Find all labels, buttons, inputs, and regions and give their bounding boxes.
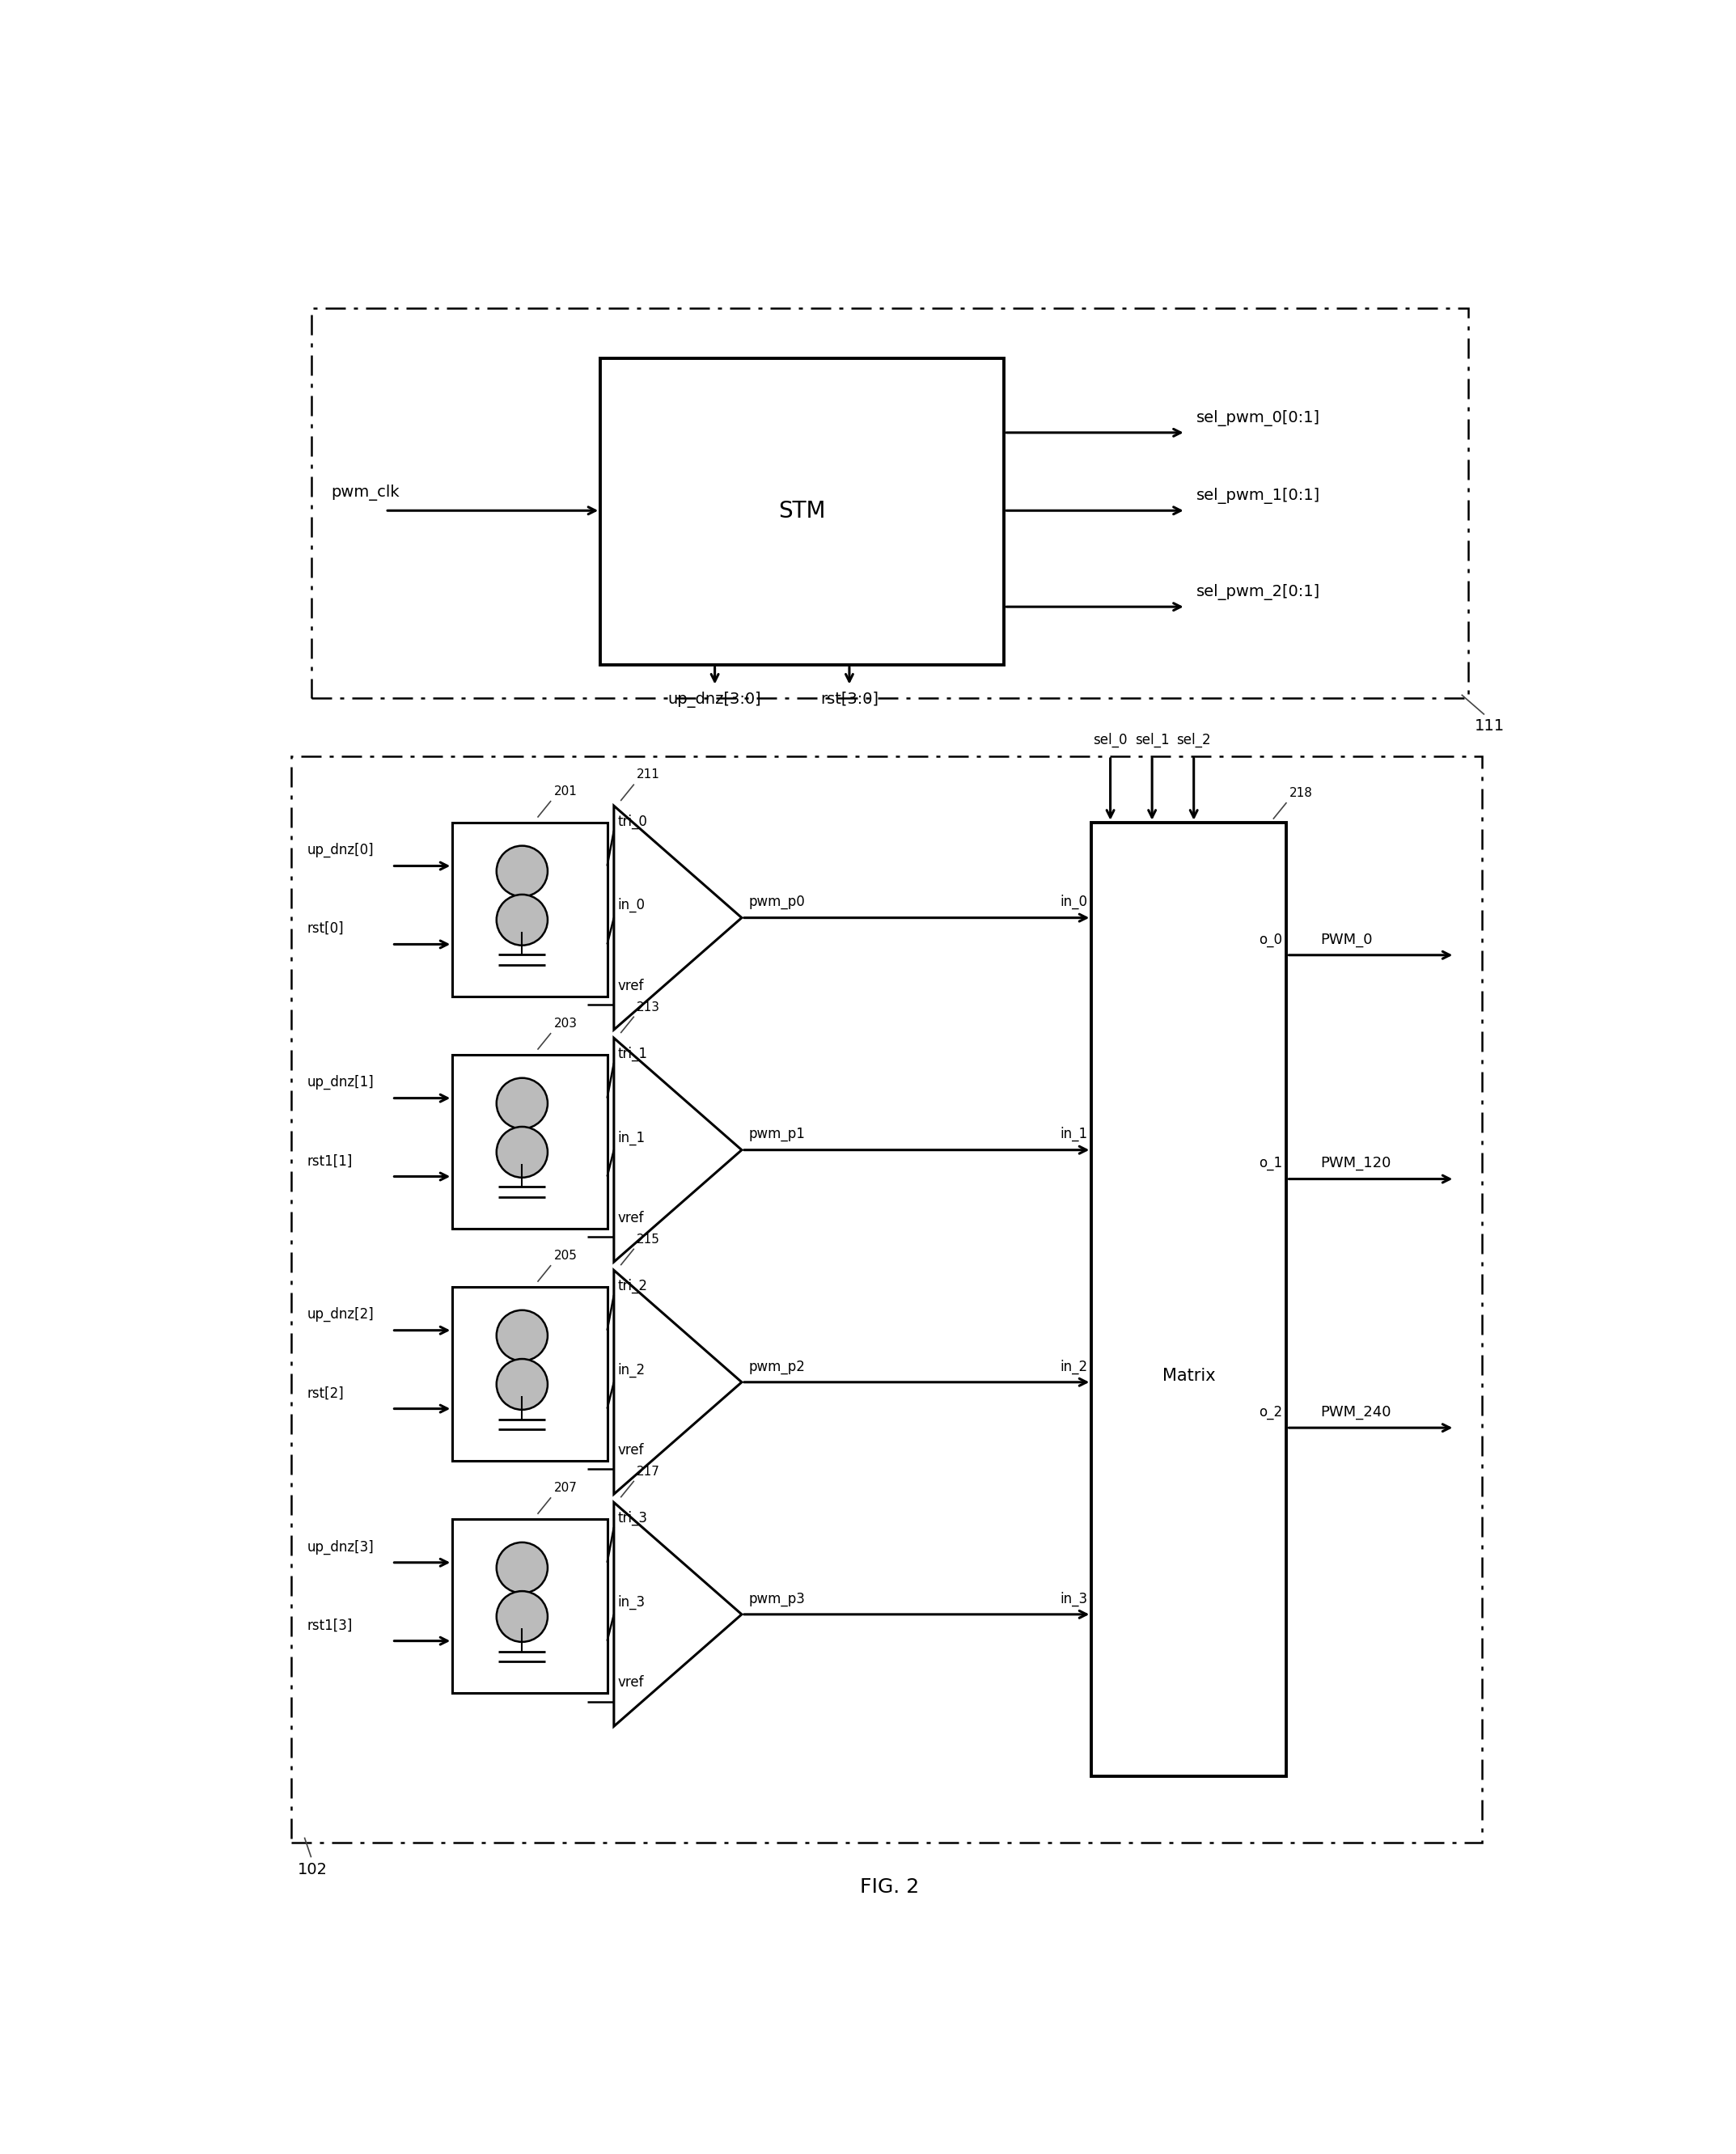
Bar bbox=[453, 823, 608, 997]
Text: pwm_p3: pwm_p3 bbox=[748, 1592, 806, 1607]
Text: up_dnz[2]: up_dnz[2] bbox=[307, 1307, 373, 1323]
Text: sel_2: sel_2 bbox=[1177, 732, 1212, 747]
Text: rst1[1]: rst1[1] bbox=[307, 1155, 352, 1167]
Text: sel_1: sel_1 bbox=[1135, 732, 1170, 747]
Text: 211: 211 bbox=[637, 769, 660, 782]
Ellipse shape bbox=[496, 1127, 547, 1178]
Bar bbox=[453, 1519, 608, 1693]
Bar bbox=[292, 756, 1483, 1842]
Ellipse shape bbox=[496, 847, 547, 896]
Text: o_2: o_2 bbox=[1259, 1404, 1283, 1419]
Text: o_1: o_1 bbox=[1259, 1157, 1283, 1170]
Text: PWM_120: PWM_120 bbox=[1321, 1157, 1391, 1170]
Bar bbox=[453, 1055, 608, 1228]
Text: rst1[3]: rst1[3] bbox=[307, 1618, 352, 1633]
Text: in_2: in_2 bbox=[618, 1363, 646, 1376]
Bar bbox=[601, 358, 1003, 666]
Bar bbox=[453, 1286, 608, 1460]
Text: up_dnz[3:0]: up_dnz[3:0] bbox=[668, 691, 762, 707]
Ellipse shape bbox=[496, 894, 547, 946]
Text: up_dnz[0]: up_dnz[0] bbox=[307, 842, 373, 857]
Text: in_1: in_1 bbox=[618, 1131, 646, 1146]
Text: Matrix: Matrix bbox=[1163, 1368, 1215, 1383]
Text: 215: 215 bbox=[637, 1234, 660, 1245]
Text: sel_pwm_2[0:1]: sel_pwm_2[0:1] bbox=[1196, 584, 1321, 601]
Ellipse shape bbox=[496, 1592, 547, 1641]
Ellipse shape bbox=[496, 1310, 547, 1361]
Text: vref: vref bbox=[618, 1443, 644, 1458]
Text: vref: vref bbox=[618, 1211, 644, 1226]
Bar bbox=[311, 308, 1469, 698]
Polygon shape bbox=[615, 806, 741, 1030]
Text: FIG. 2: FIG. 2 bbox=[859, 1878, 920, 1898]
Text: in_0: in_0 bbox=[618, 898, 646, 913]
Text: tri_1: tri_1 bbox=[618, 1047, 648, 1062]
Text: in_2: in_2 bbox=[1061, 1359, 1087, 1374]
Text: pwm_p2: pwm_p2 bbox=[748, 1359, 806, 1374]
Text: PWM_0: PWM_0 bbox=[1321, 933, 1373, 948]
Text: 213: 213 bbox=[637, 1002, 660, 1012]
Text: in_3: in_3 bbox=[1061, 1592, 1087, 1607]
Bar bbox=[1092, 823, 1286, 1777]
Text: sel_pwm_1[0:1]: sel_pwm_1[0:1] bbox=[1196, 487, 1321, 504]
Polygon shape bbox=[615, 1038, 741, 1262]
Text: 102: 102 bbox=[299, 1863, 328, 1878]
Text: tri_0: tri_0 bbox=[618, 814, 648, 829]
Text: 218: 218 bbox=[1290, 786, 1312, 799]
Text: vref: vref bbox=[618, 1676, 644, 1691]
Ellipse shape bbox=[496, 1359, 547, 1409]
Text: pwm_p0: pwm_p0 bbox=[748, 894, 806, 909]
Text: o_0: o_0 bbox=[1259, 933, 1283, 948]
Text: up_dnz[1]: up_dnz[1] bbox=[307, 1075, 373, 1090]
Text: tri_2: tri_2 bbox=[618, 1279, 648, 1292]
Text: sel_0: sel_0 bbox=[1094, 732, 1128, 747]
Text: up_dnz[3]: up_dnz[3] bbox=[307, 1540, 373, 1555]
Text: in_3: in_3 bbox=[618, 1594, 646, 1609]
Text: rst[0]: rst[0] bbox=[307, 922, 344, 937]
Text: vref: vref bbox=[618, 978, 644, 993]
Text: STM: STM bbox=[778, 500, 826, 523]
Text: 203: 203 bbox=[554, 1017, 576, 1030]
Text: 111: 111 bbox=[1476, 717, 1505, 732]
Ellipse shape bbox=[496, 1542, 547, 1594]
Text: 205: 205 bbox=[554, 1249, 576, 1262]
Polygon shape bbox=[615, 1271, 741, 1495]
Text: tri_3: tri_3 bbox=[618, 1510, 648, 1525]
Text: pwm_clk: pwm_clk bbox=[332, 485, 399, 500]
Text: in_0: in_0 bbox=[1061, 894, 1087, 909]
Text: rst[2]: rst[2] bbox=[307, 1385, 344, 1400]
Text: pwm_p1: pwm_p1 bbox=[748, 1127, 806, 1142]
Text: sel_pwm_0[0:1]: sel_pwm_0[0:1] bbox=[1196, 409, 1319, 426]
Text: rst[3:0]: rst[3:0] bbox=[819, 691, 878, 707]
Ellipse shape bbox=[496, 1077, 547, 1129]
Text: 207: 207 bbox=[554, 1482, 576, 1495]
Text: in_1: in_1 bbox=[1061, 1127, 1087, 1142]
Text: 201: 201 bbox=[554, 786, 576, 797]
Text: 217: 217 bbox=[637, 1465, 660, 1478]
Text: PWM_240: PWM_240 bbox=[1321, 1404, 1391, 1419]
Polygon shape bbox=[615, 1503, 741, 1725]
